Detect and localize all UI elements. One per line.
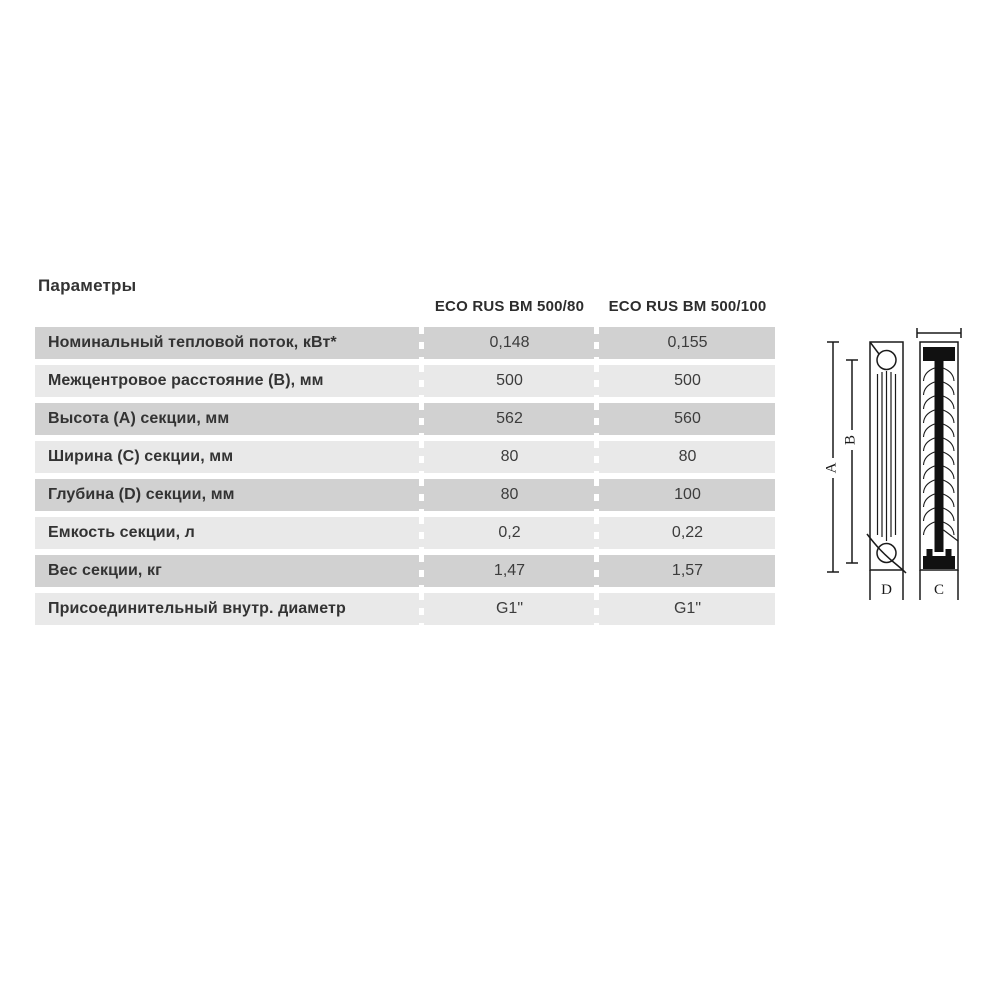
column-divider-dashed	[594, 517, 599, 549]
row-value-eco-rus-bm-500-80: 0,148	[489, 334, 530, 351]
column-divider-dashed	[594, 365, 599, 397]
row-label: Номинальный тепловой поток, кВт*	[48, 334, 337, 351]
column-divider-dashed	[419, 479, 424, 511]
row-value-eco-rus-bm-500-100: 1,57	[671, 562, 704, 579]
row-label: Вес секции, кг	[48, 562, 162, 579]
row-value-eco-rus-bm-500-80: G1"	[495, 600, 524, 617]
column-divider-dashed	[594, 593, 599, 625]
radiator-front-view: C	[916, 328, 962, 600]
table-row: Межцентровое расстояние (B), мм 500 500	[35, 365, 775, 397]
row-value-eco-rus-bm-500-100: G1"	[673, 600, 702, 617]
dimension-label-c: C	[934, 582, 944, 598]
dimension-label-d: D	[881, 582, 892, 598]
column-divider-dashed	[419, 327, 424, 359]
row-value-eco-rus-bm-500-80: 0,2	[498, 524, 521, 541]
row-value-eco-rus-bm-500-80: 500	[496, 372, 523, 389]
column-header-eco-rus-bm-500-80: ECO RUS BM 500/80	[434, 298, 585, 315]
column-divider-dashed	[419, 403, 424, 435]
column-divider-dashed	[594, 441, 599, 473]
column-divider-dashed	[594, 555, 599, 587]
row-label: Ширина (C) секции, мм	[48, 448, 234, 465]
dimension-label-b: B	[842, 435, 858, 445]
row-label: Межцентровое расстояние (B), мм	[48, 372, 324, 389]
column-divider-dashed	[594, 403, 599, 435]
row-label: Высота (A) секции, мм	[48, 410, 230, 427]
row-label: Присоединительный внутр. диаметр	[48, 600, 346, 617]
row-label: Емкость секции, л	[48, 524, 195, 541]
row-value-eco-rus-bm-500-80: 80	[500, 448, 519, 465]
front-view-core	[923, 347, 955, 569]
table-row: Вес секции, кг 1,47 1,57	[35, 555, 775, 587]
table-row: Присоединительный внутр. диаметр G1" G1"	[35, 593, 775, 625]
row-value-eco-rus-bm-500-100: 0,155	[667, 334, 708, 351]
column-divider-dashed	[594, 327, 599, 359]
dimension-line-b: B	[842, 359, 859, 564]
row-value-eco-rus-bm-500-100: 0,22	[671, 524, 704, 541]
dimension-label-a: A	[823, 462, 839, 473]
front-view-fins	[922, 367, 959, 542]
page-title: Параметры	[38, 276, 137, 295]
side-view-fin-lines	[876, 371, 897, 541]
row-value-eco-rus-bm-500-80: 80	[500, 486, 519, 503]
column-divider-dashed	[419, 441, 424, 473]
radiator-section-diagram: A B	[815, 322, 985, 612]
spec-table-body: Номинальный тепловой поток, кВт* 0,148 0…	[35, 327, 775, 625]
table-row: Глубина (D) секции, мм 80 100	[35, 479, 775, 511]
row-value-eco-rus-bm-500-80: 562	[496, 410, 523, 427]
column-header-eco-rus-bm-500-100: ECO RUS BM 500/100	[608, 298, 767, 315]
table-row: Высота (A) секции, мм 562 560	[35, 403, 775, 435]
row-value-eco-rus-bm-500-100: 500	[674, 372, 701, 389]
row-value-eco-rus-bm-500-100: 80	[678, 448, 697, 465]
radiator-side-view: D	[866, 341, 907, 600]
row-value-eco-rus-bm-500-100: 560	[674, 410, 701, 427]
column-divider-dashed	[419, 593, 424, 625]
row-value-eco-rus-bm-500-100: 100	[674, 486, 701, 503]
table-row: Номинальный тепловой поток, кВт* 0,148 0…	[35, 327, 775, 359]
table-column-headers: ECO RUS BM 500/80 ECO RUS BM 500/100	[35, 293, 775, 315]
row-label: Глубина (D) секции, мм	[48, 486, 235, 503]
row-value-eco-rus-bm-500-80: 1,47	[493, 562, 526, 579]
table-row: Емкость секции, л 0,2 0,22	[35, 517, 775, 549]
column-divider-dashed	[419, 365, 424, 397]
dimension-line-a: A	[823, 341, 840, 573]
column-divider-dashed	[594, 479, 599, 511]
column-divider-dashed	[419, 555, 424, 587]
table-row: Ширина (C) секции, мм 80 80	[35, 441, 775, 473]
column-divider-dashed	[419, 517, 424, 549]
